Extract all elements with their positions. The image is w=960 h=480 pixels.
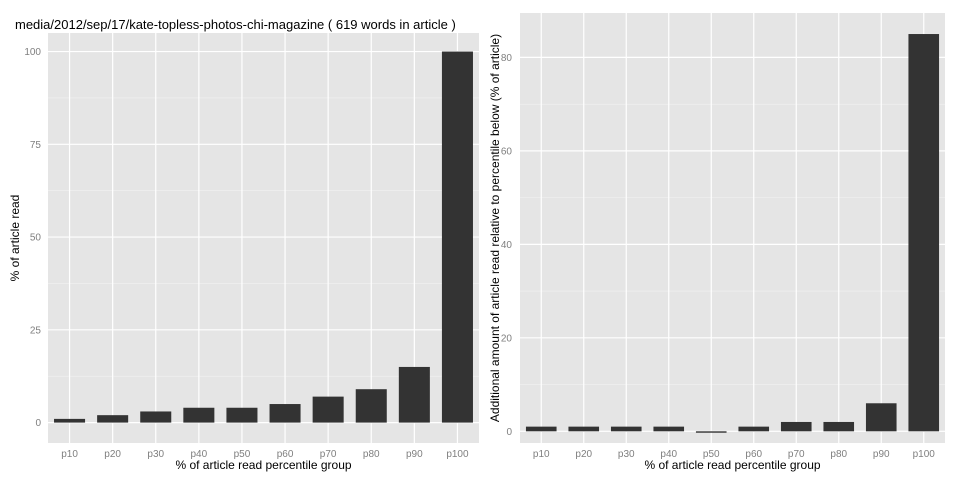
left-x-tick-label: p70: [320, 449, 337, 460]
right-x-tick-label: p60: [745, 449, 762, 460]
right-bar: [653, 426, 685, 432]
left-x-tick-label: p40: [191, 449, 208, 460]
left-chart-title: media/2012/sep/17/kate-topless-photos-ch…: [15, 17, 456, 32]
right-bar: [738, 426, 770, 432]
left-bar: [97, 415, 129, 423]
left-y-tick-label: 50: [30, 233, 42, 244]
right-y-tick-label: 40: [501, 240, 513, 251]
left-x-tick-label: p50: [234, 449, 251, 460]
left-y-tick-label: 0: [35, 418, 41, 429]
left-x-tick-label: p90: [406, 449, 423, 460]
right-x-axis-label: % of article read percentile group: [644, 458, 820, 472]
right-bar: [780, 421, 812, 432]
left-x-tick-label: p30: [147, 449, 164, 460]
right-y-tick-label: 60: [501, 146, 513, 157]
left-y-tick-label: 75: [30, 140, 42, 151]
left-bar: [54, 418, 86, 423]
right-x-tick-label: p50: [703, 449, 720, 460]
left-bar: [140, 411, 172, 423]
left-x-tick-label: p80: [363, 449, 380, 460]
right-x-tick-label: p80: [830, 449, 847, 460]
right-y-tick-label: 20: [501, 333, 513, 344]
right-x-tick-label: p10: [533, 449, 550, 460]
left-bar: [441, 51, 473, 423]
left-bar: [183, 407, 215, 423]
right-chart: 0 20 40 60 80 p10 p20 p30 p40 p50 p60 p70 p80 p90 p100…: [488, 13, 945, 472]
right-y-tick-label: 0: [506, 427, 512, 438]
chart-titles: media/2012/sep/17/kate-topless-photos-ch…: [15, 17, 456, 32]
left-y-tick-label: 25: [30, 325, 42, 336]
left-bar: [226, 407, 258, 423]
right-y-axis-label: Additional amount of article read relati…: [488, 34, 502, 422]
left-x-tick-label: p10: [61, 449, 78, 460]
right-x-tick-label: p40: [660, 449, 677, 460]
left-chart: 0 25 50 75 100 p10 p20 p30 p40 p50 p60 p70 p80 p90 p10…: [8, 33, 479, 472]
left-x-axis-label: % of article read percentile group: [175, 458, 351, 472]
left-bar: [398, 366, 430, 423]
right-plot-panel: [520, 13, 945, 443]
left-y-tick-label: 100: [24, 47, 41, 58]
right-x-tick-label: p100: [913, 449, 936, 460]
right-y-tick-label: 80: [501, 53, 513, 64]
left-x-tick-label: p60: [277, 449, 294, 460]
right-bar: [525, 426, 557, 432]
left-bar: [312, 396, 344, 423]
right-x-tick-label: p90: [873, 449, 890, 460]
right-bar: [610, 426, 642, 432]
left-bar: [269, 404, 301, 423]
right-x-tick-label: p70: [788, 449, 805, 460]
right-bar: [865, 403, 897, 432]
left-y-axis-label: % of article read: [8, 195, 22, 282]
left-x-tick-label: p100: [446, 449, 469, 460]
right-bar: [695, 431, 727, 433]
right-x-tick-label: p20: [575, 449, 592, 460]
left-bar: [355, 389, 387, 423]
left-x-tick-label: p20: [104, 449, 121, 460]
right-x-tick-label: p30: [618, 449, 635, 460]
right-bar: [823, 421, 855, 432]
right-bar: [568, 426, 600, 432]
right-bar: [908, 34, 940, 432]
